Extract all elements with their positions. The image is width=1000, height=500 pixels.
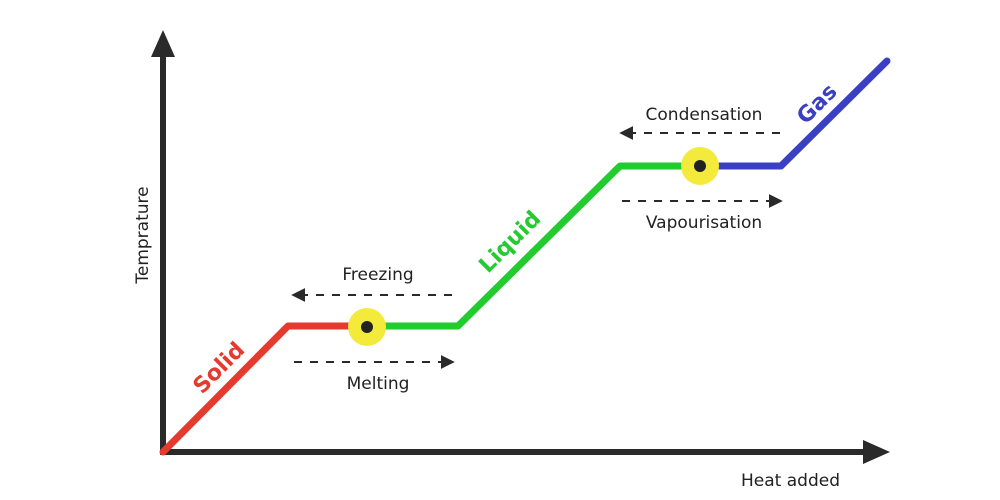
melting-label: Melting xyxy=(347,374,410,394)
solid-phase-label: Solid xyxy=(189,338,250,399)
freezing-label: Freezing xyxy=(342,265,413,285)
liquid-segment xyxy=(363,162,704,330)
condensation-label: Condensation xyxy=(646,105,763,125)
boiling-point-marker xyxy=(681,147,719,185)
liquid-phase-label: Liquid xyxy=(475,207,547,279)
x-axis-label: Heat added xyxy=(741,471,840,491)
x-axis-arrowhead xyxy=(863,440,890,464)
process-arrows xyxy=(291,126,783,369)
vapourisation-label: Vapourisation xyxy=(646,213,762,233)
heating-curve xyxy=(159,57,891,456)
y-axis-label: Temprature xyxy=(133,186,153,284)
melting-point-marker xyxy=(348,308,386,346)
axes xyxy=(151,30,890,464)
gas-phase-label: Gas xyxy=(792,79,842,129)
y-axis-arrowhead xyxy=(151,30,175,57)
gas-segment xyxy=(696,57,891,170)
solid-segment xyxy=(159,322,371,456)
